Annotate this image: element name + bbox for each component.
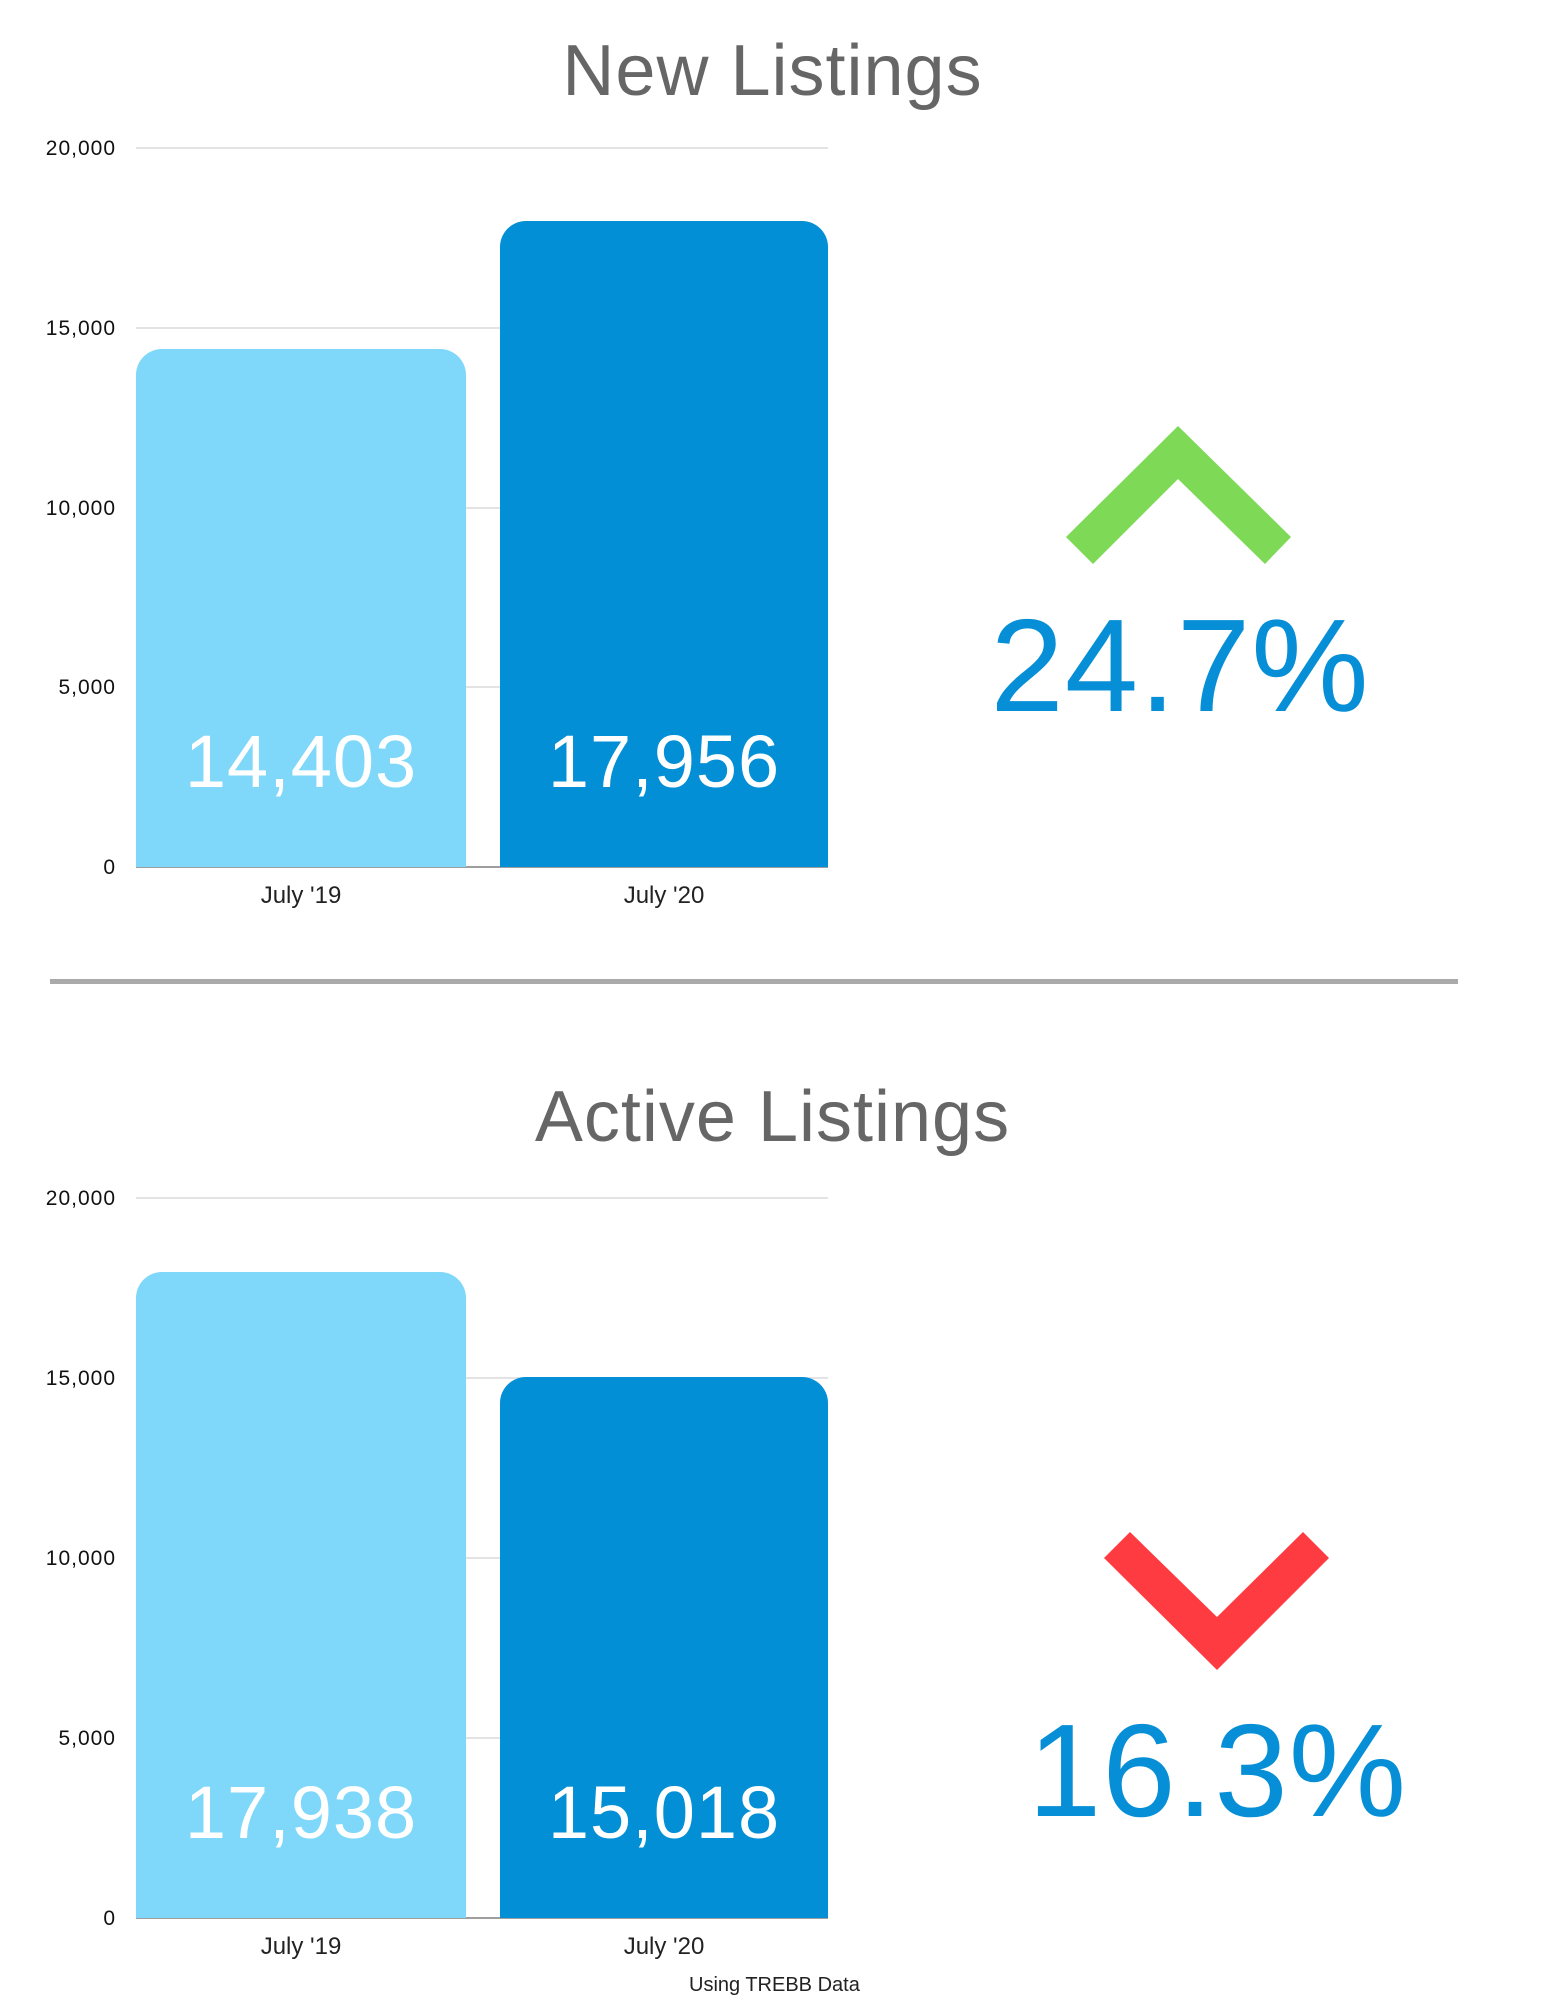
bar-value-label: 14,403 xyxy=(184,720,418,803)
data-source-note: Using TREBB Data xyxy=(689,1974,860,1996)
y-tick-label: 5,000 xyxy=(58,1727,116,1750)
section-divider xyxy=(50,979,1458,984)
y-tick-label: 0 xyxy=(103,856,116,879)
gridline xyxy=(136,1557,828,1559)
x-category-label: July '19 xyxy=(260,1933,342,1960)
gridline xyxy=(136,1377,828,1379)
bar-value-label: 17,956 xyxy=(547,720,781,803)
bar-value-label: 15,018 xyxy=(547,1771,781,1854)
bar-value-label: 17,938 xyxy=(184,1771,418,1854)
y-tick-label: 20,000 xyxy=(45,1187,116,1210)
y-tick-label: 5,000 xyxy=(58,676,116,699)
gridline xyxy=(136,1737,828,1739)
chart-title-new-listings: New Listings xyxy=(562,31,983,111)
y-tick-label: 0 xyxy=(103,1907,116,1930)
bar-july-19: 17,938 xyxy=(136,1272,466,1918)
y-tick-label: 10,000 xyxy=(45,497,116,520)
gridline xyxy=(136,507,828,509)
chart-title-active-listings: Active Listings xyxy=(534,1077,1011,1157)
gridline xyxy=(136,1197,828,1199)
x-category-label: July '20 xyxy=(623,882,705,909)
bar-july-19: 14,403 xyxy=(136,349,466,867)
y-tick-label: 10,000 xyxy=(45,1547,116,1570)
chevron-up-icon xyxy=(1066,426,1291,564)
chevron-up-shape xyxy=(1066,426,1291,564)
x-category-label: July '20 xyxy=(623,1933,705,1960)
gridline xyxy=(136,686,828,688)
bar-july-20: 17,956 xyxy=(500,221,828,867)
y-tick-label: 15,000 xyxy=(45,317,116,340)
gridline xyxy=(136,147,828,149)
x-axis-line xyxy=(136,1917,828,1919)
percent-change-active-listings: 16.3% xyxy=(1027,1697,1408,1844)
y-tick-label: 15,000 xyxy=(45,1367,116,1390)
y-tick-label: 20,000 xyxy=(45,137,116,160)
gridline xyxy=(136,327,828,329)
x-category-label: July '19 xyxy=(260,882,342,909)
percent-change-new-listings: 24.7% xyxy=(990,592,1370,739)
chevron-down-icon xyxy=(1104,1532,1329,1670)
bar-july-20: 15,018 xyxy=(500,1377,828,1918)
chevron-down-shape xyxy=(1104,1532,1329,1670)
x-axis-line xyxy=(136,866,828,868)
